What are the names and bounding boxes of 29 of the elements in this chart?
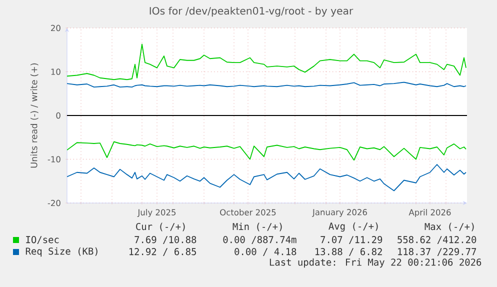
text: 7.07 /11.29 [320, 236, 382, 244]
line-series [67, 141, 466, 161]
legend-label: Req Size (KB) [26, 247, 98, 257]
text: 558.62 /412.20 [398, 236, 476, 244]
text: Cur (-/+) [136, 222, 185, 232]
text: 13.88 / 6.82 [315, 248, 382, 256]
line-series [67, 164, 466, 192]
chart-title: IOs for /dev/peakten01-vg/root - by year [150, 6, 354, 17]
text: 12.92 / 6.85 [129, 248, 196, 256]
text: Avg (-/+) [328, 222, 378, 232]
text: Last update: Fri May 22 00:21:06 2026 [270, 258, 482, 268]
line-series [67, 44, 466, 80]
y-tick-label: 20 [51, 24, 60, 32]
text: Max (-/+) [424, 222, 474, 232]
text: 7.69 /10.88 [134, 236, 196, 244]
text: 0.00 / 4.18 [234, 248, 296, 256]
y-tick-label: 10 [51, 68, 60, 75]
y-tick-label: -20 [48, 200, 60, 206]
text: 118.37 /229.77 [398, 248, 476, 256]
x-tick-label: October 2025 [220, 209, 276, 216]
x-tick-label: January 2026 [312, 209, 367, 217]
text: 0.00 /887.74m [223, 236, 296, 244]
x-tick-label: April 2026 [408, 209, 451, 218]
y-axis-title: Units read (-) / write (+) [30, 63, 38, 168]
legend-label: IO/sec [26, 236, 59, 244]
x-tick-label: July 2025 [137, 209, 176, 218]
text: Min (-/+) [232, 222, 282, 232]
y-tick-label: -10 [48, 156, 60, 162]
y-tick-label: 0 [56, 112, 60, 119]
